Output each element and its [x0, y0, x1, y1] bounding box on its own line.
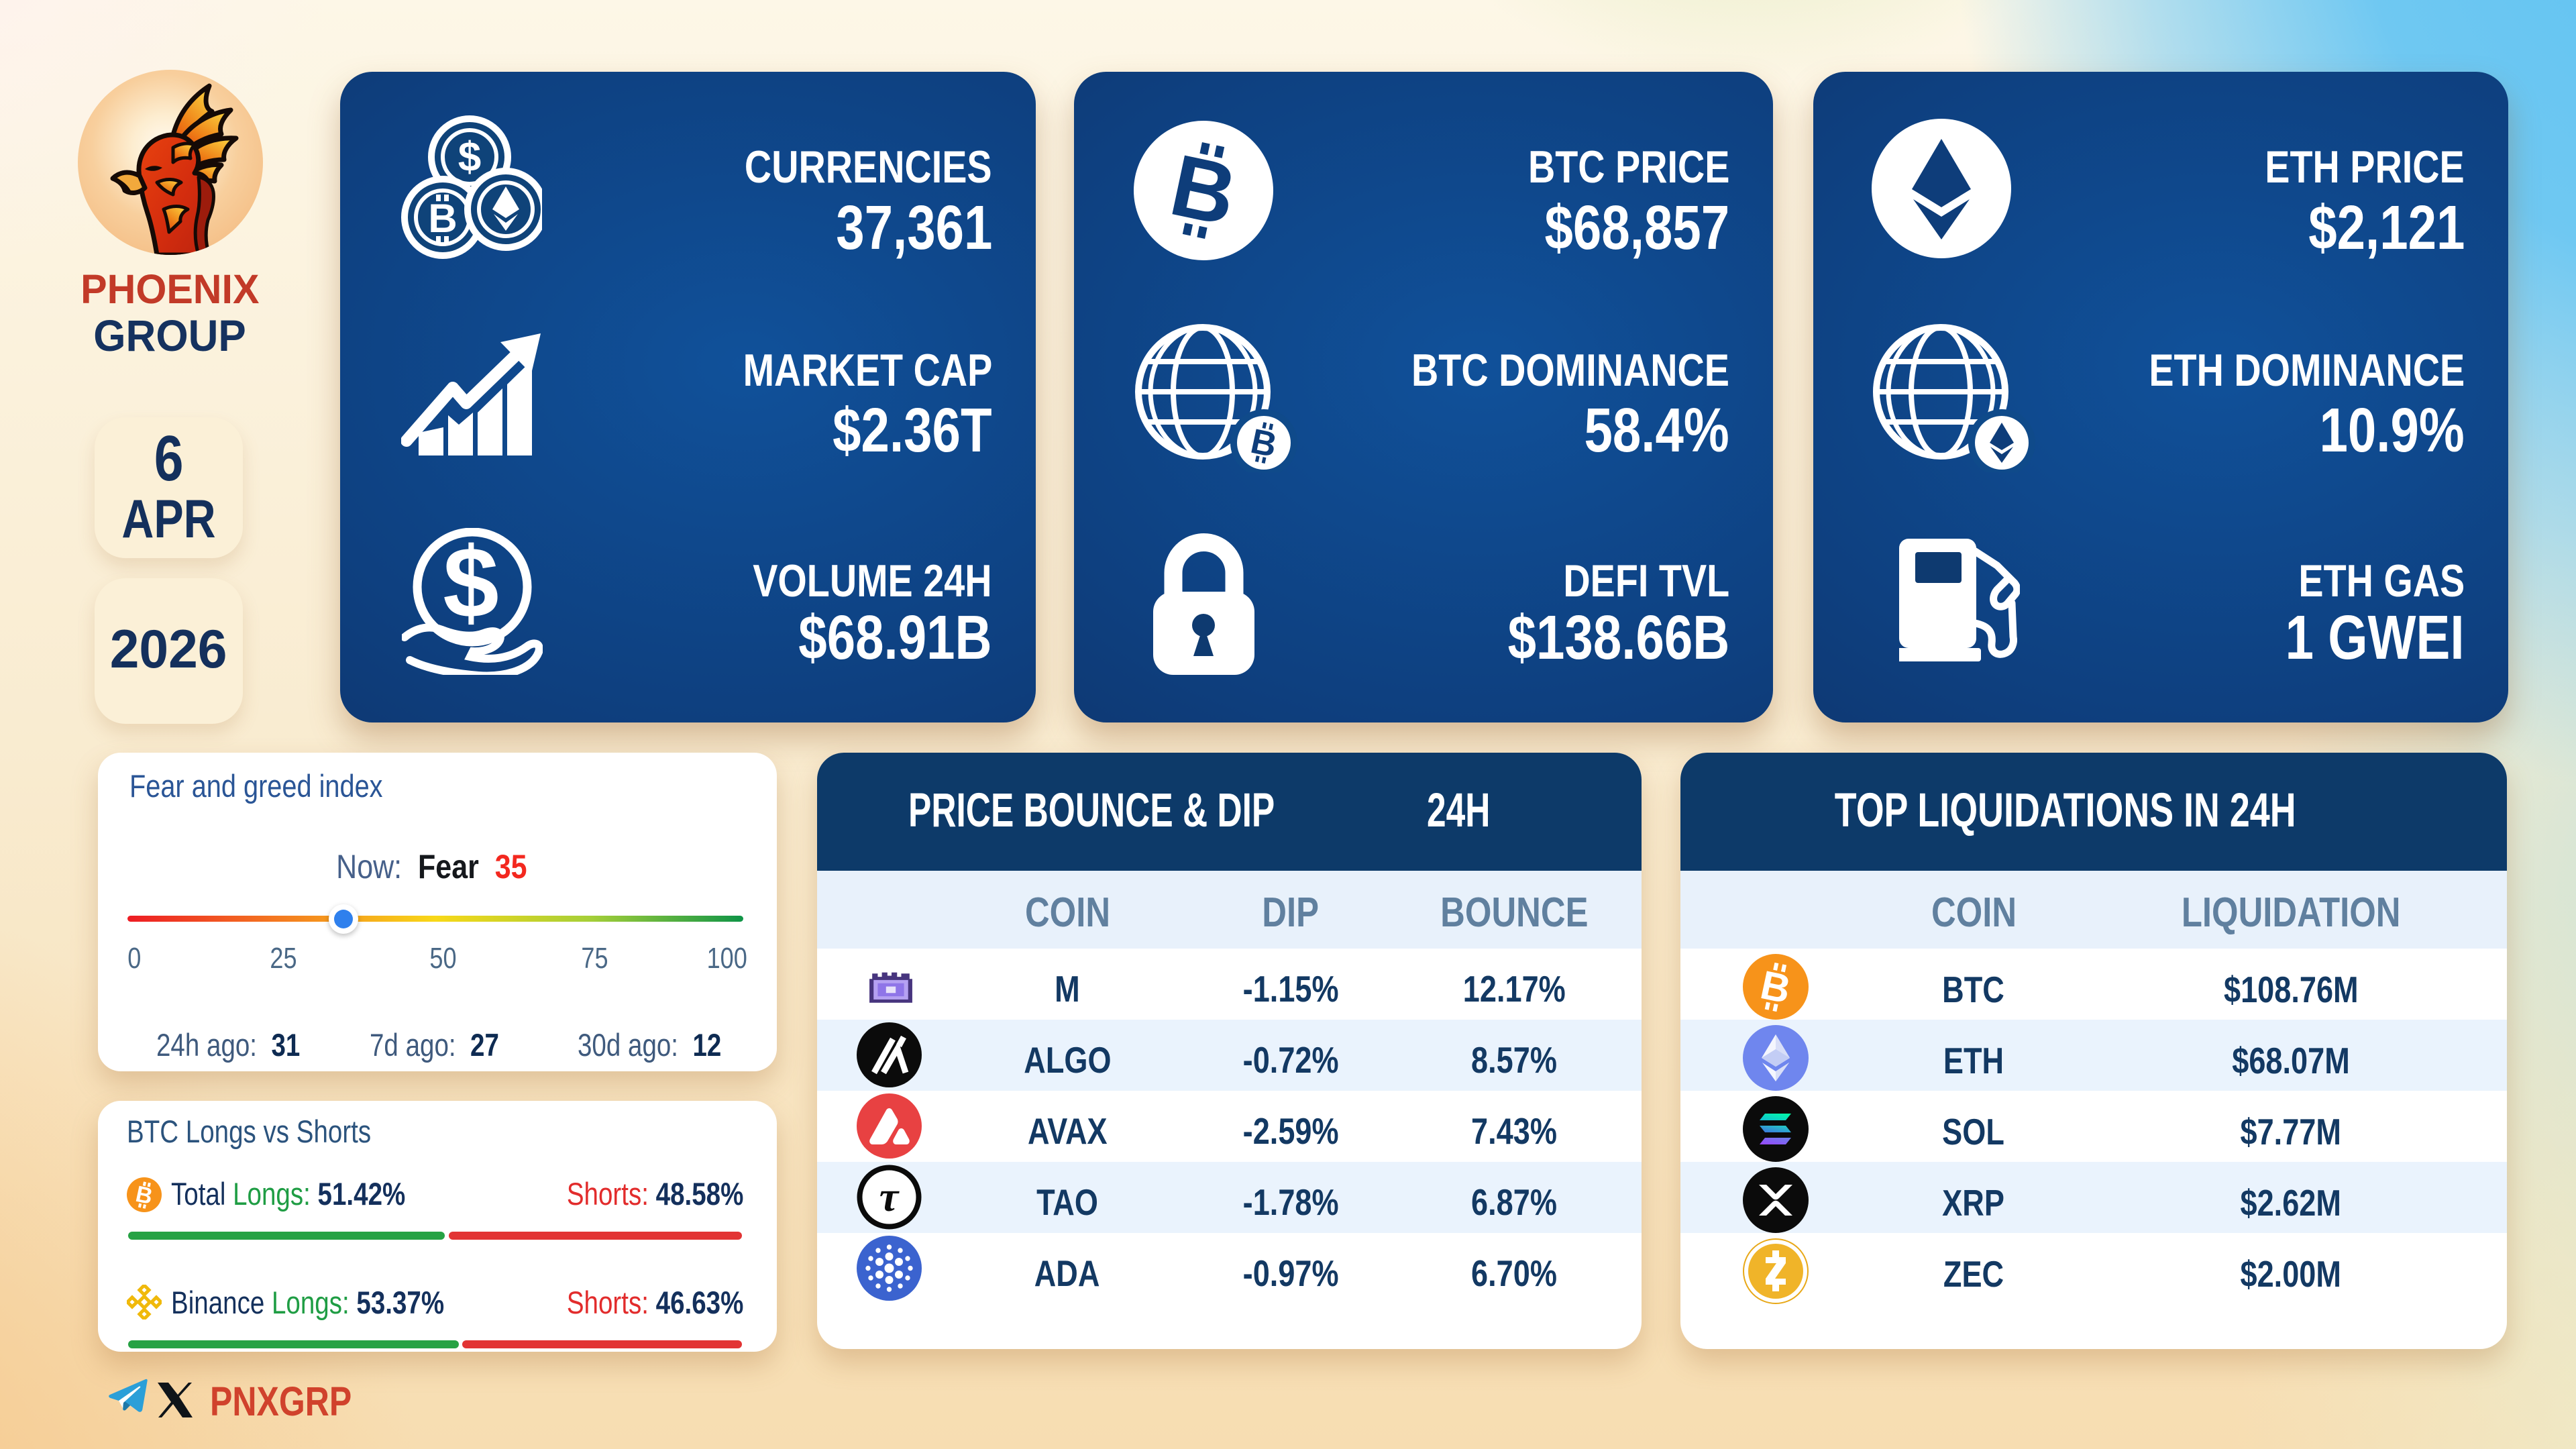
svg-text:$: $	[443, 528, 498, 639]
svg-text:$: $	[458, 134, 481, 180]
svg-text:B: B	[428, 196, 457, 241]
svg-text:τ: τ	[879, 1173, 900, 1220]
